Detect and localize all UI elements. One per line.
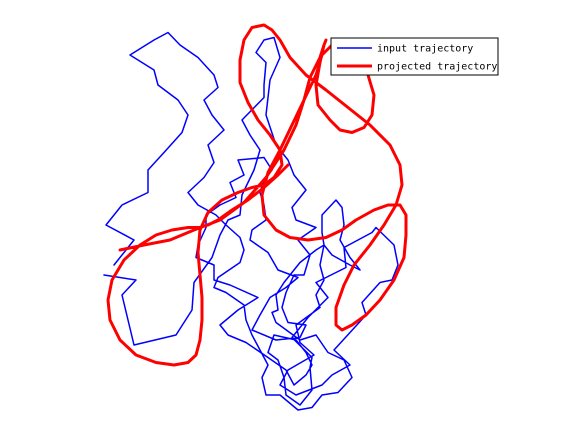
legend-label-projected-trajectory: projected trajectory [377,62,497,73]
series-line-projected-trajectory [106,23,408,367]
series-layer [103,23,408,411]
legend-label-input-trajectory: input trajectory [377,44,473,55]
legend-box [330,37,499,76]
legend: input trajectory projected trajectory [330,37,499,76]
series-line-input-trajectory [103,31,399,411]
